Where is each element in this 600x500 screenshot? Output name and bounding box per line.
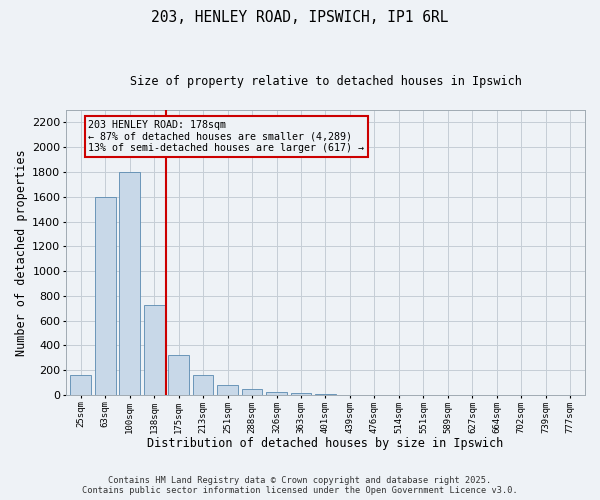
X-axis label: Distribution of detached houses by size in Ipswich: Distribution of detached houses by size … — [148, 437, 503, 450]
Title: Size of property relative to detached houses in Ipswich: Size of property relative to detached ho… — [130, 75, 521, 88]
Text: 203 HENLEY ROAD: 178sqm
← 87% of detached houses are smaller (4,289)
13% of semi: 203 HENLEY ROAD: 178sqm ← 87% of detache… — [88, 120, 364, 153]
Bar — [193, 375, 214, 395]
Bar — [266, 392, 287, 395]
Text: Contains HM Land Registry data © Crown copyright and database right 2025.
Contai: Contains HM Land Registry data © Crown c… — [82, 476, 518, 495]
Text: 203, HENLEY ROAD, IPSWICH, IP1 6RL: 203, HENLEY ROAD, IPSWICH, IP1 6RL — [151, 10, 449, 25]
Bar — [290, 393, 311, 395]
Bar — [119, 172, 140, 395]
Bar — [242, 389, 262, 395]
Bar — [70, 375, 91, 395]
Bar — [217, 385, 238, 395]
Bar — [144, 305, 164, 395]
Bar — [95, 196, 116, 395]
Bar — [168, 356, 189, 395]
Y-axis label: Number of detached properties: Number of detached properties — [15, 149, 28, 356]
Bar — [315, 394, 336, 395]
